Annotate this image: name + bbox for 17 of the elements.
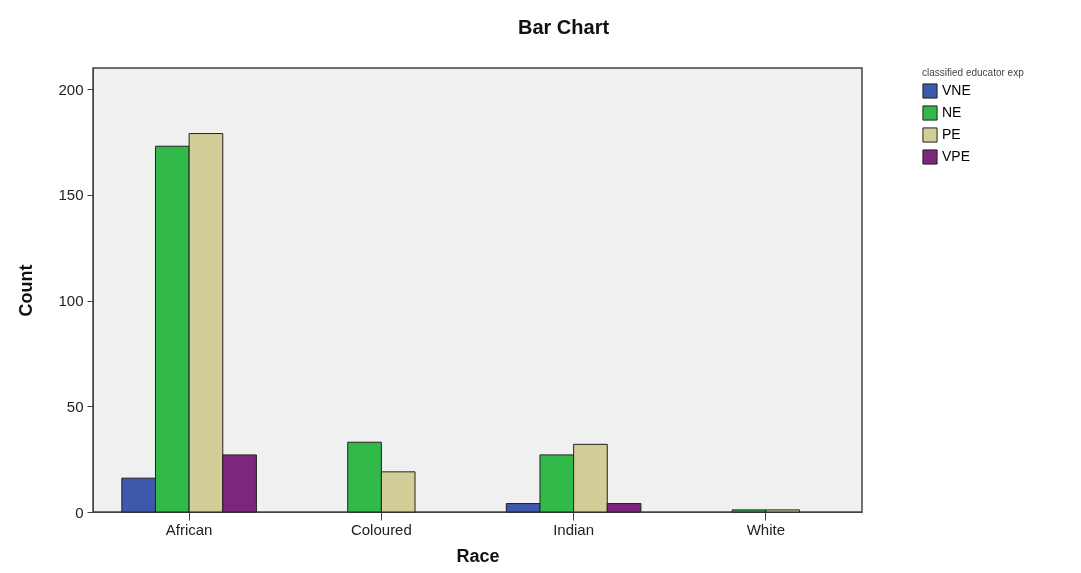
legend-label: VNE [942, 82, 971, 98]
legend-label: NE [942, 104, 962, 120]
y-tick-label: 0 [75, 503, 84, 521]
y-tick-label: 50 [66, 397, 84, 415]
y-tick-label: 200 [58, 80, 84, 98]
legend-label: PE [942, 126, 961, 142]
y-tick-label: 100 [58, 292, 84, 310]
chart-title: Bar Chart [517, 16, 610, 38]
x-tick-label: African [165, 520, 213, 538]
x-tick-label: White [746, 520, 786, 538]
legend-title: classified educator exp [922, 67, 1025, 78]
x-tick-label: Coloured [350, 520, 412, 538]
x-tick-label: Indian [553, 520, 595, 538]
y-axis-title: Count [16, 264, 37, 317]
x-axis-title: Race [456, 545, 500, 566]
legend-label: VPE [942, 148, 971, 164]
y-tick-label: 150 [58, 186, 84, 204]
